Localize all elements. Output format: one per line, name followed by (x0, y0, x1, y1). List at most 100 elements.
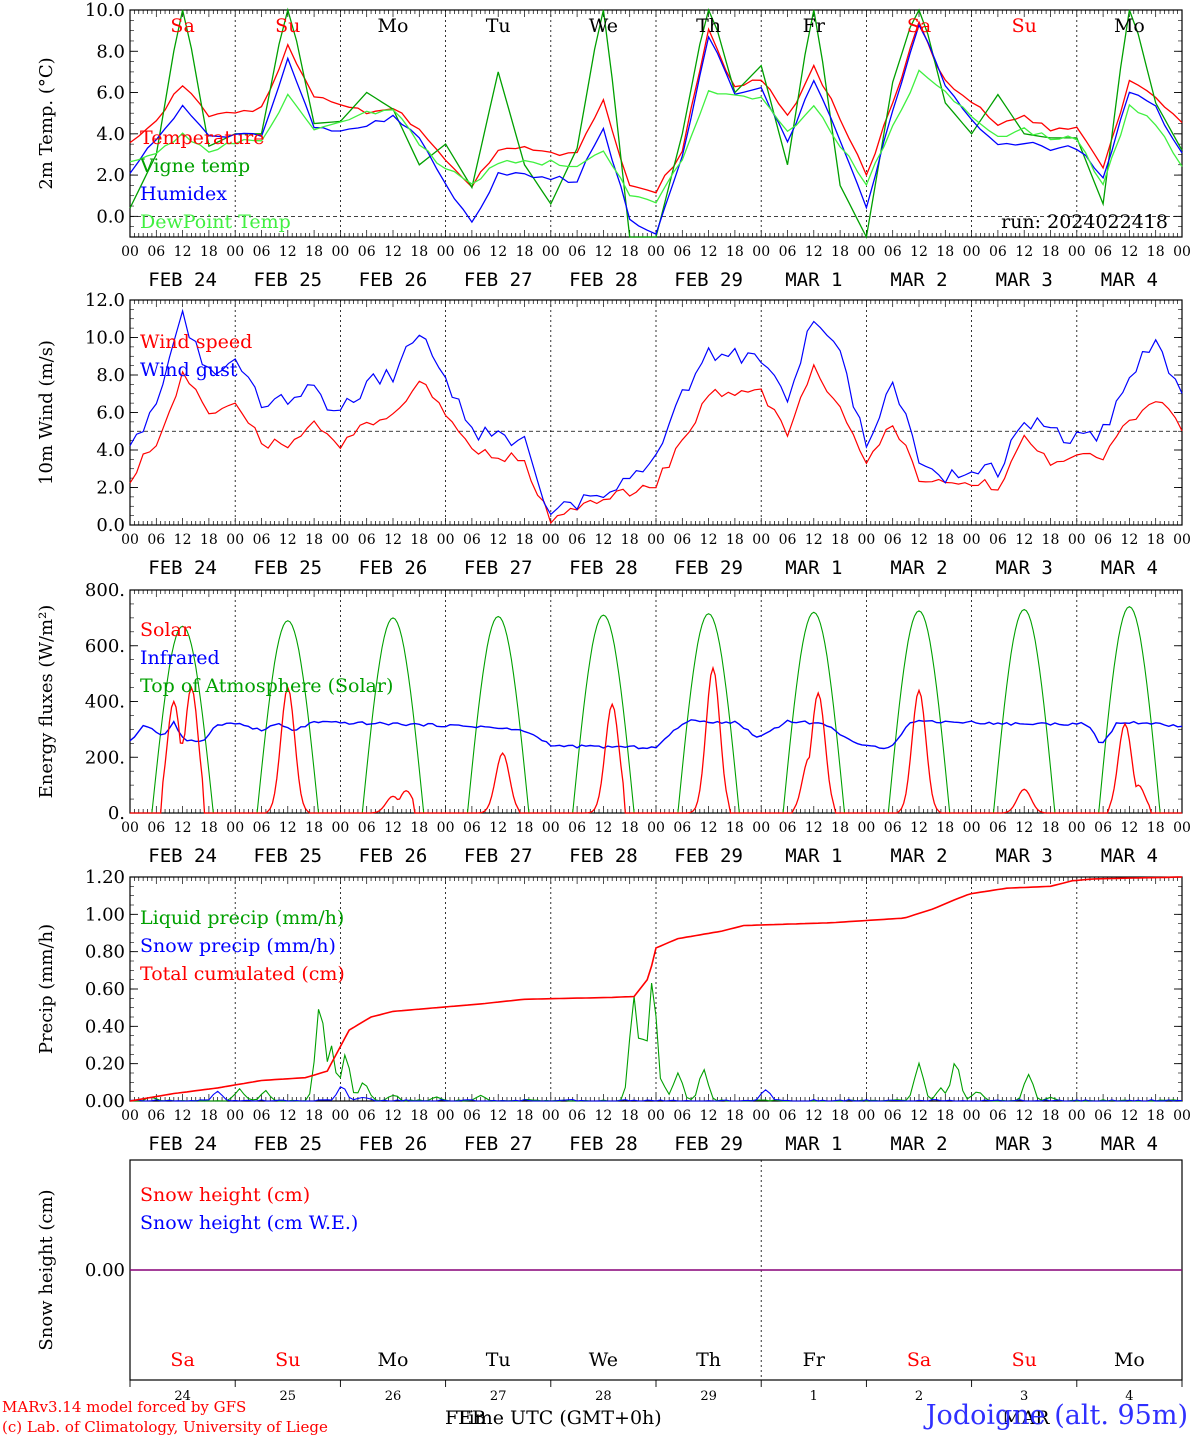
x-tick-label: 06 (989, 244, 1007, 260)
series-line-vigne-temp (129, 7, 1183, 240)
x-tick-label: 12 (700, 244, 718, 260)
x-tick-label: 06 (253, 820, 271, 836)
weekday-label: Tu (486, 1349, 511, 1371)
y-tick-label: 8.0 (96, 41, 125, 62)
x-tick-label: 18 (305, 244, 323, 260)
date-label: FEB 26 (359, 269, 428, 291)
y-tick-label: 6.0 (96, 403, 125, 424)
x-tick-label: 18 (831, 1108, 849, 1124)
date-label: MAR 1 (785, 269, 842, 291)
x-tick-label: 06 (253, 1108, 271, 1124)
date-label: FEB 25 (253, 1133, 322, 1155)
day-number-label: 24 (174, 1389, 191, 1404)
date-label: MAR 1 (785, 557, 842, 579)
series-line-wind-speed (129, 363, 1183, 525)
weekday-label: We (589, 15, 618, 37)
x-tick-label: 06 (673, 244, 691, 260)
x-tick-label: 00 (857, 1108, 875, 1124)
legend-entry: Total cumulated (cm) (140, 963, 345, 985)
x-tick-label: 00 (226, 820, 244, 836)
x-tick-label: 06 (568, 1108, 586, 1124)
y-tick-label: 0.20 (85, 1054, 125, 1075)
x-tick-label: 06 (358, 532, 376, 548)
x-tick-label: 18 (200, 820, 218, 836)
day-number-label: 4 (1125, 1389, 1133, 1404)
x-tick-label: 06 (1094, 820, 1112, 836)
date-label: MAR 4 (1101, 845, 1158, 867)
y-tick-label: 2.0 (96, 165, 125, 186)
x-tick-label: 06 (147, 244, 165, 260)
date-label: MAR 2 (890, 845, 947, 867)
x-tick-label: 12 (910, 820, 928, 836)
x-axis-label: Time UTC (GMT+0h) (456, 1407, 662, 1429)
lab-credit: (c) Lab. of Climatology, University of L… (2, 1418, 328, 1436)
x-tick-label: 06 (779, 244, 797, 260)
x-tick-label: 00 (963, 244, 981, 260)
x-tick-label: 12 (279, 1108, 297, 1124)
x-tick-label: 18 (516, 1108, 534, 1124)
date-label: MAR 4 (1101, 557, 1158, 579)
x-tick-label: 12 (279, 244, 297, 260)
x-tick-label: 18 (516, 244, 534, 260)
x-tick-label: 18 (1042, 1108, 1060, 1124)
date-label: MAR 1 (785, 845, 842, 867)
x-tick-label: 12 (489, 532, 507, 548)
weekday-label: Fr (803, 15, 826, 37)
x-tick-label: 00 (542, 244, 560, 260)
x-tick-label: 12 (489, 244, 507, 260)
x-tick-label: 12 (174, 820, 192, 836)
x-tick-label: 06 (779, 820, 797, 836)
x-tick-label: 18 (410, 244, 428, 260)
weekday-label: Su (275, 1349, 300, 1371)
date-label: FEB 28 (569, 1133, 638, 1155)
x-tick-label: 12 (1015, 244, 1033, 260)
x-tick-label: 06 (358, 244, 376, 260)
x-tick-label: 00 (121, 820, 139, 836)
x-tick-label: 00 (121, 244, 139, 260)
x-tick-label: 18 (936, 532, 954, 548)
x-tick-label: 18 (1147, 532, 1165, 548)
x-tick-label: 12 (174, 244, 192, 260)
y-axis-label: 10m Wind (m/s) (36, 340, 57, 485)
date-label: FEB 27 (464, 269, 533, 291)
y-tick-label: 8.0 (96, 365, 125, 386)
weekday-label: Sa (170, 1349, 194, 1371)
x-tick-label: 12 (1120, 820, 1138, 836)
legend-entry: Vigne temp (139, 155, 250, 177)
x-tick-label: 06 (463, 820, 481, 836)
x-tick-label: 18 (831, 532, 849, 548)
x-tick-label: 12 (594, 1108, 612, 1124)
x-tick-label: 06 (358, 820, 376, 836)
x-tick-label: 12 (594, 244, 612, 260)
y-tick-label: 12.0 (85, 290, 125, 311)
x-tick-label: 00 (121, 1108, 139, 1124)
series-line-humidex (129, 23, 1183, 235)
legend-entry: Snow height (cm W.E.) (140, 1212, 358, 1234)
x-tick-label: 06 (253, 244, 271, 260)
y-tick-label: 10.0 (85, 0, 125, 21)
x-tick-label: 12 (594, 532, 612, 548)
series-line-infrared (129, 719, 1183, 750)
legend-entry: Humidex (140, 183, 227, 205)
series-line-total-cumulated (129, 876, 1183, 1102)
x-tick-label: 00 (542, 1108, 560, 1124)
x-tick-label: 00 (1173, 820, 1191, 836)
x-tick-label: 00 (226, 1108, 244, 1124)
x-tick-label: 12 (700, 1108, 718, 1124)
date-label: FEB 24 (148, 845, 217, 867)
x-tick-label: 18 (831, 244, 849, 260)
series-line-temperature (129, 20, 1183, 194)
date-label: MAR 3 (996, 557, 1053, 579)
date-label: FEB 27 (464, 557, 533, 579)
date-label: FEB 26 (359, 557, 428, 579)
y-tick-label: 600. (85, 636, 125, 657)
day-number-label: 2 (915, 1389, 923, 1404)
series-line-dewpoint-temp (129, 69, 1183, 204)
x-tick-label: 00 (963, 820, 981, 836)
x-tick-label: 18 (726, 1108, 744, 1124)
y-tick-label: 0.00 (85, 1260, 125, 1281)
x-tick-label: 06 (568, 820, 586, 836)
x-tick-label: 18 (305, 532, 323, 548)
x-tick-label: 12 (489, 1108, 507, 1124)
date-label: FEB 24 (148, 557, 217, 579)
